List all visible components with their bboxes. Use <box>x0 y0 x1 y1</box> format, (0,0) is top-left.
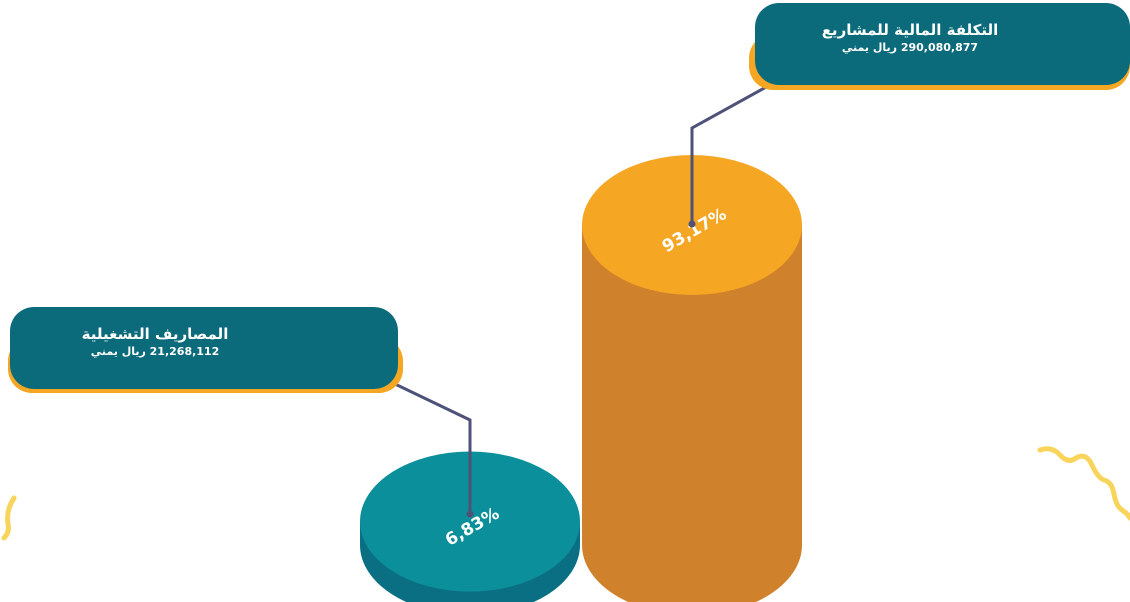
label-operating: المصاريف التشغيلية 21,268,112 ريال يمني <box>20 324 290 374</box>
label-operating-bg <box>10 307 398 389</box>
label-projects-bg <box>755 3 1130 85</box>
label-operating-title: المصاريف التشغيلية <box>81 325 229 343</box>
leader-dot-projects <box>688 220 696 228</box>
squiggle-decoration-left <box>1 495 17 541</box>
label-projects-title: التكلفة المالية للمشاريع <box>821 21 999 39</box>
cylinder-projects-body <box>582 225 802 602</box>
label-projects: التكلفة المالية للمشاريع 290,080,877 ريا… <box>760 20 1060 70</box>
leader-line-projects <box>690 84 769 222</box>
label-projects-value: 290,080,877 ريال يمني <box>841 41 979 54</box>
leader-dot-operating <box>466 510 474 518</box>
cylinder-operating-top <box>360 451 580 592</box>
squiggle-decoration-right <box>1037 446 1130 521</box>
cylinder-operating: 6,83% <box>360 451 580 602</box>
leader-line-operating <box>394 382 472 512</box>
label-operating-value: 21,268,112 ريال يمني <box>90 345 220 358</box>
